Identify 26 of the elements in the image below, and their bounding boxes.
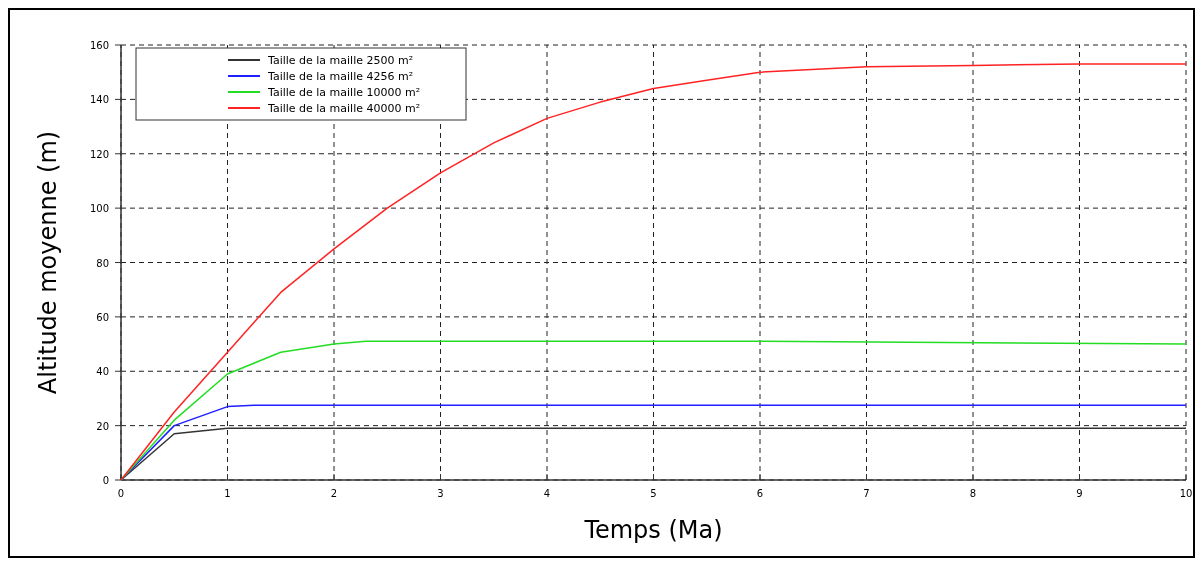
- legend-label: Taille de la maille 10000 m²: [267, 86, 421, 99]
- x-tick-label: 1: [224, 488, 231, 499]
- x-tick-label: 4: [543, 488, 551, 499]
- x-axis-title: Temps (Ma): [583, 516, 723, 544]
- y-axis-title: Altitude moyenne (m): [34, 130, 62, 395]
- y-tick-label: 100: [89, 203, 109, 215]
- x-tick-label: 10: [1179, 488, 1193, 499]
- y-tick-label: 40: [96, 366, 109, 378]
- y-tick-label: 20: [96, 420, 109, 432]
- y-tick-label: 60: [96, 311, 109, 323]
- y-tick-label: 80: [96, 257, 109, 269]
- x-tick-label: 5: [650, 488, 657, 499]
- x-tick-label: 9: [1076, 488, 1083, 499]
- x-tick-label: 6: [756, 488, 764, 499]
- x-tick-label: 7: [863, 488, 870, 499]
- y-tick-label: 120: [89, 148, 109, 160]
- x-tick-label: 3: [437, 488, 444, 499]
- x-tick-label: 0: [117, 488, 125, 499]
- y-tick-label: 160: [89, 40, 109, 51]
- y-tick-label: 140: [89, 94, 109, 106]
- legend-label: Taille de la maille 4256 m²: [267, 70, 414, 83]
- legend-label: Taille de la maille 40000 m²: [267, 102, 421, 115]
- y-tick-label: 0: [102, 475, 109, 486]
- legend-label: Taille de la maille 2500 m²: [267, 54, 414, 67]
- x-tick-label: 2: [330, 488, 338, 499]
- x-tick-label: 8: [969, 488, 977, 499]
